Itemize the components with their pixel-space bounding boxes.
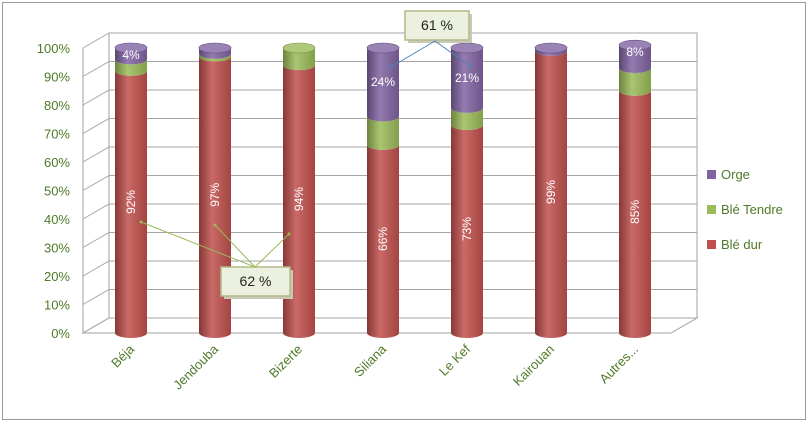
x-tick-label: Jendouba (170, 341, 222, 393)
data-label: 97% (208, 182, 222, 206)
callout-label: 62 % (240, 273, 272, 289)
data-labels: 92% 97% 94% 66% 73% 99% 85% 4% 24% 21% 8% (122, 45, 644, 251)
gridline (82, 203, 697, 220)
bar-segment (451, 124, 483, 338)
legend: Orge Blé Tendre Blé dur (707, 167, 783, 252)
data-label: 92% (124, 190, 138, 214)
data-label: 21% (455, 71, 479, 85)
bar-segment (367, 144, 399, 338)
bar-stack (114, 42, 148, 339)
bar-stack (618, 39, 652, 338)
gridline (82, 32, 697, 49)
x-tick-label: Kairouan (510, 342, 557, 389)
data-label: 94% (292, 187, 306, 211)
gridline (82, 317, 697, 334)
bar-segment (199, 48, 231, 59)
legend-swatch (707, 240, 716, 249)
bar-segment (115, 59, 147, 76)
y-tick-label: 10% (44, 298, 70, 313)
bar-segment (283, 65, 315, 338)
bars (114, 39, 652, 339)
data-label: 66% (376, 227, 390, 251)
x-tick-label: Bizerte (266, 342, 305, 381)
gridline (82, 89, 697, 106)
gridline (82, 146, 697, 163)
callout-arrow-head (213, 223, 217, 227)
bar-segment (619, 90, 651, 338)
data-label: 4% (122, 48, 140, 62)
legend-label: Orge (721, 167, 750, 182)
y-gridlines (82, 32, 697, 334)
bar-segment (199, 53, 231, 62)
callout-arrow-head (139, 220, 143, 224)
gridline (82, 175, 697, 191)
callout-arrow (214, 224, 256, 268)
callout-arrow (140, 221, 256, 268)
bar-top-cap (450, 42, 484, 54)
data-label: 8% (626, 45, 644, 59)
legend-label: Blé Tendre (721, 202, 783, 217)
y-tick-label: 60% (44, 155, 70, 170)
y-tick-label: 70% (44, 127, 70, 142)
bar-segment (535, 50, 567, 338)
gridline (82, 260, 697, 277)
callout-arrow (254, 233, 290, 268)
bar-segment (451, 107, 483, 130)
legend-swatch (707, 170, 716, 179)
x-tick-label: Béja (108, 341, 138, 371)
data-label: 73% (460, 217, 474, 241)
legend-swatch (707, 205, 716, 214)
gridline (82, 232, 697, 248)
callout-arrow-head (468, 64, 472, 68)
x-tick-label: Le Kef (436, 341, 473, 378)
x-tick-label: Siliana (351, 341, 390, 380)
bar-top-cap (534, 42, 568, 54)
bar-segment (535, 48, 567, 56)
bar-segment (367, 116, 399, 150)
bar-top-cap (282, 42, 316, 54)
bar-top-cap (366, 42, 400, 54)
gridline (82, 118, 697, 134)
y-tick-label: 0% (51, 326, 70, 341)
bar-segment (451, 48, 483, 113)
bar-top-cap (198, 42, 232, 54)
bar-segment (619, 45, 651, 73)
bar-segment (619, 67, 651, 96)
bar-stack (534, 42, 568, 338)
gridline (82, 289, 697, 305)
y-tick-label: 40% (44, 212, 70, 227)
legend-label: Blé dur (721, 237, 763, 252)
data-label: 99% (544, 180, 558, 204)
bar-stack (450, 42, 484, 338)
gridline (82, 61, 697, 77)
callout-box (404, 10, 470, 41)
bar-stack (282, 42, 316, 338)
bar-top-cap (114, 42, 148, 54)
y-tick-label: 90% (44, 70, 70, 85)
bar-segment (283, 48, 315, 71)
y-tick-label: 50% (44, 184, 70, 199)
callout-arrow-head (287, 232, 291, 236)
callout-arrow (434, 40, 471, 67)
bar-segment (115, 70, 147, 339)
callout-arrow-head (389, 65, 393, 69)
y-axis: 0% 10% 20% 30% 40% 50% 60% 70% 80% 90% 100% (37, 41, 71, 341)
data-label: 85% (628, 200, 642, 224)
y-tick-label: 30% (44, 241, 70, 256)
y-tick-label: 100% (37, 41, 71, 56)
annotations: 62 % 61 % (139, 10, 472, 299)
callout-arrow (390, 40, 436, 68)
callout-label: 61 % (421, 17, 453, 33)
bar-top-cap (618, 39, 652, 51)
y-tick-label: 20% (44, 269, 70, 284)
y-tick-label: 80% (44, 98, 70, 113)
x-tick-label: Autres... (596, 342, 641, 387)
bar-segment (115, 48, 147, 65)
data-label: 24% (371, 75, 395, 89)
